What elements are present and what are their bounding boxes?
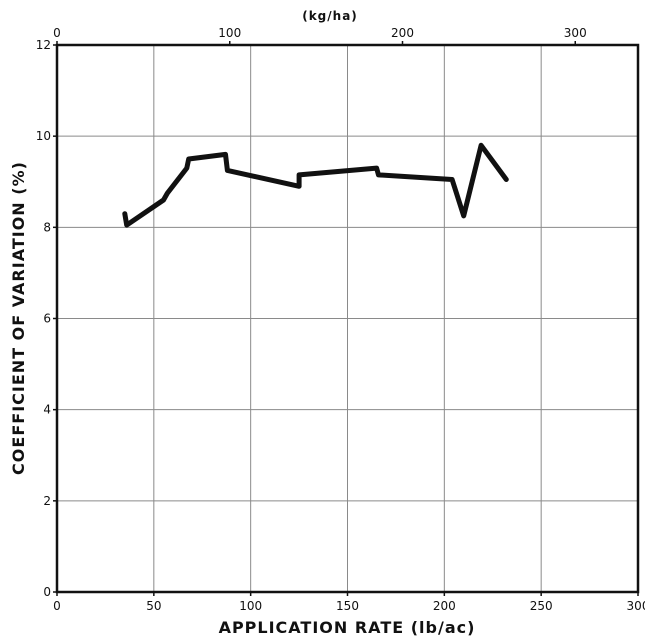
y-tick-label: 6 xyxy=(43,312,51,326)
secondary-x-axis-ticks: 0 100 200 300 xyxy=(53,26,587,45)
data-line xyxy=(122,142,509,228)
y-tick-label: 0 xyxy=(43,585,51,599)
y-tick-label: 2 xyxy=(43,494,51,508)
grid xyxy=(56,44,639,593)
secondary-x-tick-label: 100 xyxy=(218,26,241,40)
x-tick-label: 150 xyxy=(336,599,359,613)
y-tick-label: 4 xyxy=(43,403,51,417)
x-axis-ticks: 0 50 100 150 200 250 300 xyxy=(53,592,645,613)
y-tick-label: 10 xyxy=(36,129,51,143)
y-tick-label: 8 xyxy=(43,220,51,234)
x-tick-label: 0 xyxy=(53,599,61,613)
x-tick-label: 200 xyxy=(433,599,456,613)
y-axis-label: COEFFICIENT OF VARIATION (%) xyxy=(9,161,28,475)
secondary-x-tick-label: 200 xyxy=(391,26,414,40)
x-tick-label: 100 xyxy=(239,599,262,613)
x-tick-label: 250 xyxy=(530,599,553,613)
x-tick-label: 300 xyxy=(627,599,645,613)
secondary-x-axis-label: (kg/ha) xyxy=(302,9,358,23)
secondary-x-tick-label: 300 xyxy=(564,26,587,40)
x-tick-label: 50 xyxy=(146,599,161,613)
y-tick-label: 12 xyxy=(36,38,51,52)
secondary-x-tick-label: 0 xyxy=(53,26,61,40)
x-axis-label: APPLICATION RATE (lb/ac) xyxy=(219,618,476,637)
y-axis-ticks: 0 2 4 6 8 10 12 xyxy=(36,38,57,599)
